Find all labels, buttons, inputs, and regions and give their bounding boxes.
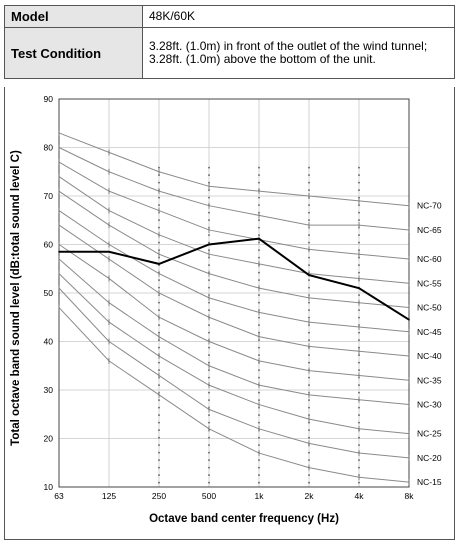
- nc-curve-label: NC-15: [417, 477, 442, 487]
- y-tick-label: 30: [44, 385, 54, 395]
- model-label: Model: [4, 5, 143, 28]
- chart-panel: 10 20 30 40 50 60 70 80 90 63 125 250 500 1k 2k 4k 8k NC-…: [4, 87, 455, 540]
- nc-curve: [58, 307, 410, 483]
- measured-point: [258, 237, 260, 240]
- nc-curve: [58, 161, 410, 260]
- x-axis-label: Octave band center frequency (Hz): [149, 513, 339, 525]
- x-tick-label: 8k: [405, 491, 415, 501]
- nc-curve: [58, 273, 410, 435]
- model-row: Model 48K/60K: [4, 5, 455, 28]
- nc-curve-label: NC-70: [417, 201, 442, 211]
- nc-curve-label: NC-50: [417, 303, 442, 313]
- measured-line: [59, 237, 410, 321]
- nc-curve-label: NC-20: [417, 453, 442, 463]
- test-condition-value: 3.28ft. (1.0m) in front of the outlet of…: [142, 27, 455, 79]
- x-tick-label: 1k: [255, 491, 265, 501]
- nc-curve-label: NC-65: [417, 225, 442, 235]
- measured-point: [58, 250, 60, 253]
- y-tick-label: 50: [44, 288, 54, 298]
- y-tick-label: 70: [44, 191, 54, 201]
- y-tick-label: 90: [44, 94, 54, 104]
- x-tick-label: 125: [102, 491, 116, 501]
- nc-curve: [58, 244, 410, 381]
- nc-curve: [58, 258, 410, 406]
- y-tick-label: 10: [44, 482, 54, 492]
- model-value: 48K/60K: [142, 5, 455, 28]
- spec-table: Model 48K/60K Test Condition 3.28ft. (1.…: [4, 5, 455, 79]
- nc-curve-label: NC-25: [417, 429, 442, 439]
- x-tick-label: 2k: [305, 491, 315, 501]
- nc-curve-label: NC-30: [417, 400, 442, 410]
- measured-point: [308, 274, 310, 276]
- nc-curve: [58, 224, 410, 357]
- y-tick-label: 60: [44, 240, 54, 250]
- y-tick-label: 80: [44, 143, 54, 153]
- test-condition-row: Test Condition 3.28ft. (1.0m) in front o…: [4, 27, 455, 79]
- nc-curve-label: NC-55: [417, 278, 442, 288]
- nc-curve: [58, 176, 410, 284]
- y-tick-label: 40: [44, 337, 54, 347]
- measured-point: [358, 287, 360, 289]
- y-tick-label: 20: [44, 434, 54, 444]
- nc-curve: [58, 147, 410, 231]
- measured-point: [208, 243, 210, 246]
- measured-point: [408, 318, 410, 321]
- nc-curve-label: NC-45: [417, 327, 442, 337]
- measured-point: [158, 263, 160, 265]
- x-tick-label: 63: [54, 491, 64, 501]
- nc-curve: [58, 132, 410, 207]
- plot-frame: [58, 98, 410, 488]
- nc-curve-label: NC-35: [417, 375, 442, 385]
- x-tick-label: 4k: [355, 491, 365, 501]
- y-axis-label: Total octave band sound level (dB:total …: [10, 150, 22, 446]
- x-tick-label: 500: [202, 491, 216, 501]
- test-condition-label: Test Condition: [4, 27, 143, 79]
- nc-curve: [58, 190, 410, 309]
- nc-curve-label: NC-60: [417, 254, 442, 264]
- nc-curve: [58, 287, 410, 459]
- measured-point: [108, 250, 110, 253]
- nc-curve-label: NC-40: [417, 351, 442, 361]
- nc-curve: [58, 210, 410, 333]
- x-tick-label: 250: [152, 491, 166, 501]
